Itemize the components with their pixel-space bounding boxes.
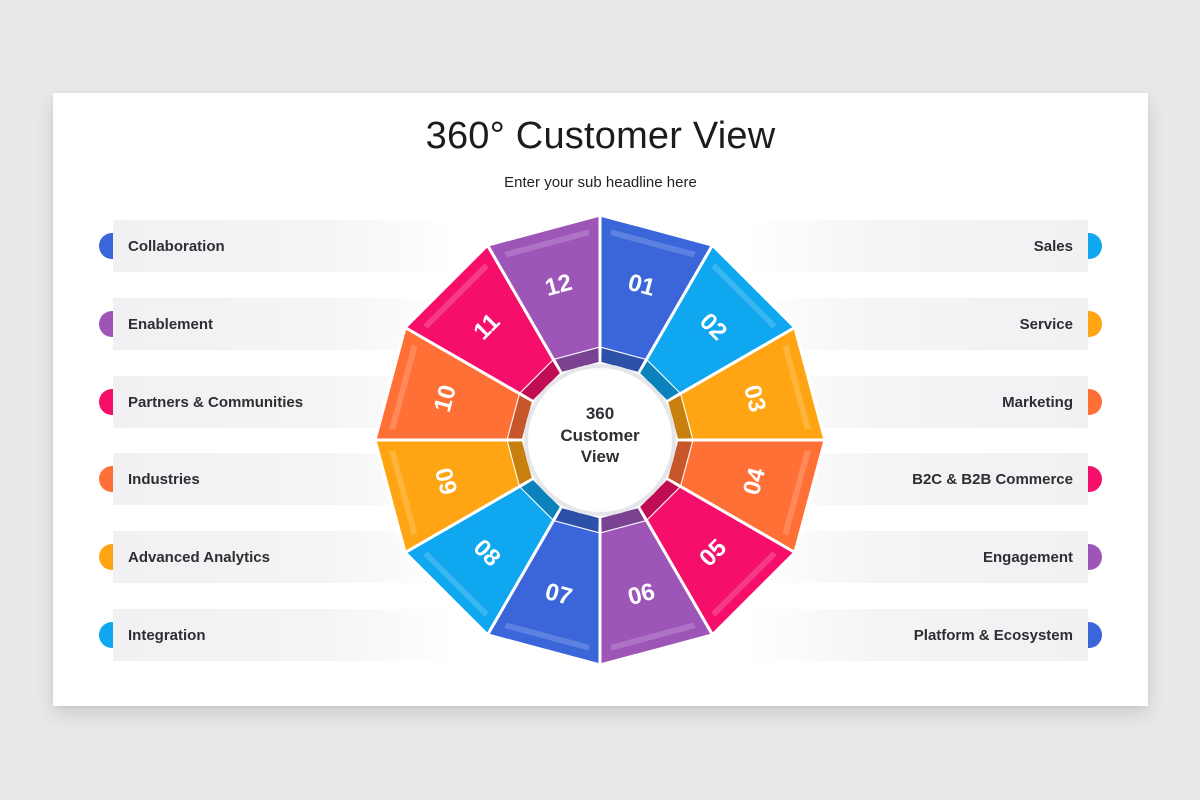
right-tab-4 [1088, 466, 1102, 492]
wheel-inner-ring [508, 348, 692, 532]
wheel-center-circle [524, 364, 676, 516]
wheel-inner-ring-piece [640, 480, 679, 519]
right-tab-3 [1088, 389, 1102, 415]
slide-title: 360° Customer View [425, 115, 776, 157]
right-label-platform: Platform & Ecosystem [748, 609, 1088, 661]
wheel-inner-ring-piece [508, 441, 532, 485]
right-label-text: B2C & B2B Commerce [912, 470, 1073, 488]
left-label-text: Integration [128, 626, 206, 644]
wheel-segment-highlight [782, 450, 811, 536]
right-label-engagement: Engagement [748, 531, 1088, 583]
left-label-integration: Integration [113, 609, 453, 661]
left-label-text: Advanced Analytics [128, 548, 270, 566]
wheel-segment-highlight [711, 263, 777, 329]
wheel-segment-highlight [504, 229, 590, 258]
left-label-enablement: Enablement [113, 298, 453, 350]
wheel-segment-12 [486, 213, 602, 362]
left-label-text: Industries [128, 470, 200, 488]
wheel-segment-highlight [610, 229, 696, 258]
wheel-segment-highlight [711, 551, 777, 617]
wheel-inner-ring-piece [668, 441, 692, 485]
right-label-text: Sales [1033, 237, 1073, 255]
right-label-text: Engagement [982, 548, 1073, 566]
left-tab-1 [99, 233, 113, 259]
left-tab-6 [99, 622, 113, 648]
wheel-inner-ring-piece [508, 395, 532, 439]
slide-subtitle: Enter your sub headline here [504, 174, 697, 191]
right-tab-1 [1088, 233, 1102, 259]
center-line-3: View [581, 447, 620, 466]
wheel-segment-highlight [423, 551, 489, 617]
right-label-text: Platform & Ecosystem [913, 626, 1073, 644]
left-tab-3 [99, 389, 113, 415]
left-label-advanced-analytics: Advanced Analytics [113, 531, 453, 583]
left-tab-5 [99, 544, 113, 570]
wheel-inner-ring-piece [521, 480, 560, 519]
wheel-segment-highlight [423, 263, 489, 329]
center-line-1: 360 [586, 404, 614, 423]
right-label-text: Service [1019, 315, 1073, 333]
wheel-segment-highlight [610, 622, 696, 651]
left-label-text: Enablement [128, 315, 214, 333]
wheel-inner-ring-piece [668, 395, 692, 439]
wheel-inner-ring-piece [555, 508, 599, 532]
wheel-segment-highlight [389, 450, 418, 536]
right-tab-6 [1088, 622, 1102, 648]
wheel-segment-highlight [504, 622, 590, 651]
wheel-segment-highlight [389, 344, 418, 430]
left-label-text: Partners & Communities [128, 393, 304, 411]
right-label-service: Service [748, 298, 1088, 350]
wheel-inner-ring-piece [521, 361, 560, 400]
right-tab-2 [1088, 311, 1102, 337]
wheel-segment-highlight [782, 344, 811, 430]
slide: 360° Customer View Enter your sub headli… [53, 93, 1148, 706]
wheel-inner-ring-piece [601, 348, 645, 372]
wheel-inner-ring-piece [640, 361, 679, 400]
right-label-sales: Sales [748, 220, 1088, 272]
wheel-inner-ring-piece [601, 508, 645, 532]
center-line-2: Customer [560, 426, 640, 445]
left-tab-2 [99, 311, 113, 337]
right-tab-5 [1088, 544, 1102, 570]
wheel-inner-ring-piece [555, 348, 599, 372]
left-label-collaboration: Collaboration [113, 220, 453, 272]
right-label-text: Marketing [1002, 393, 1073, 411]
left-label-text: Collaboration [128, 237, 225, 255]
left-tab-4 [99, 466, 113, 492]
